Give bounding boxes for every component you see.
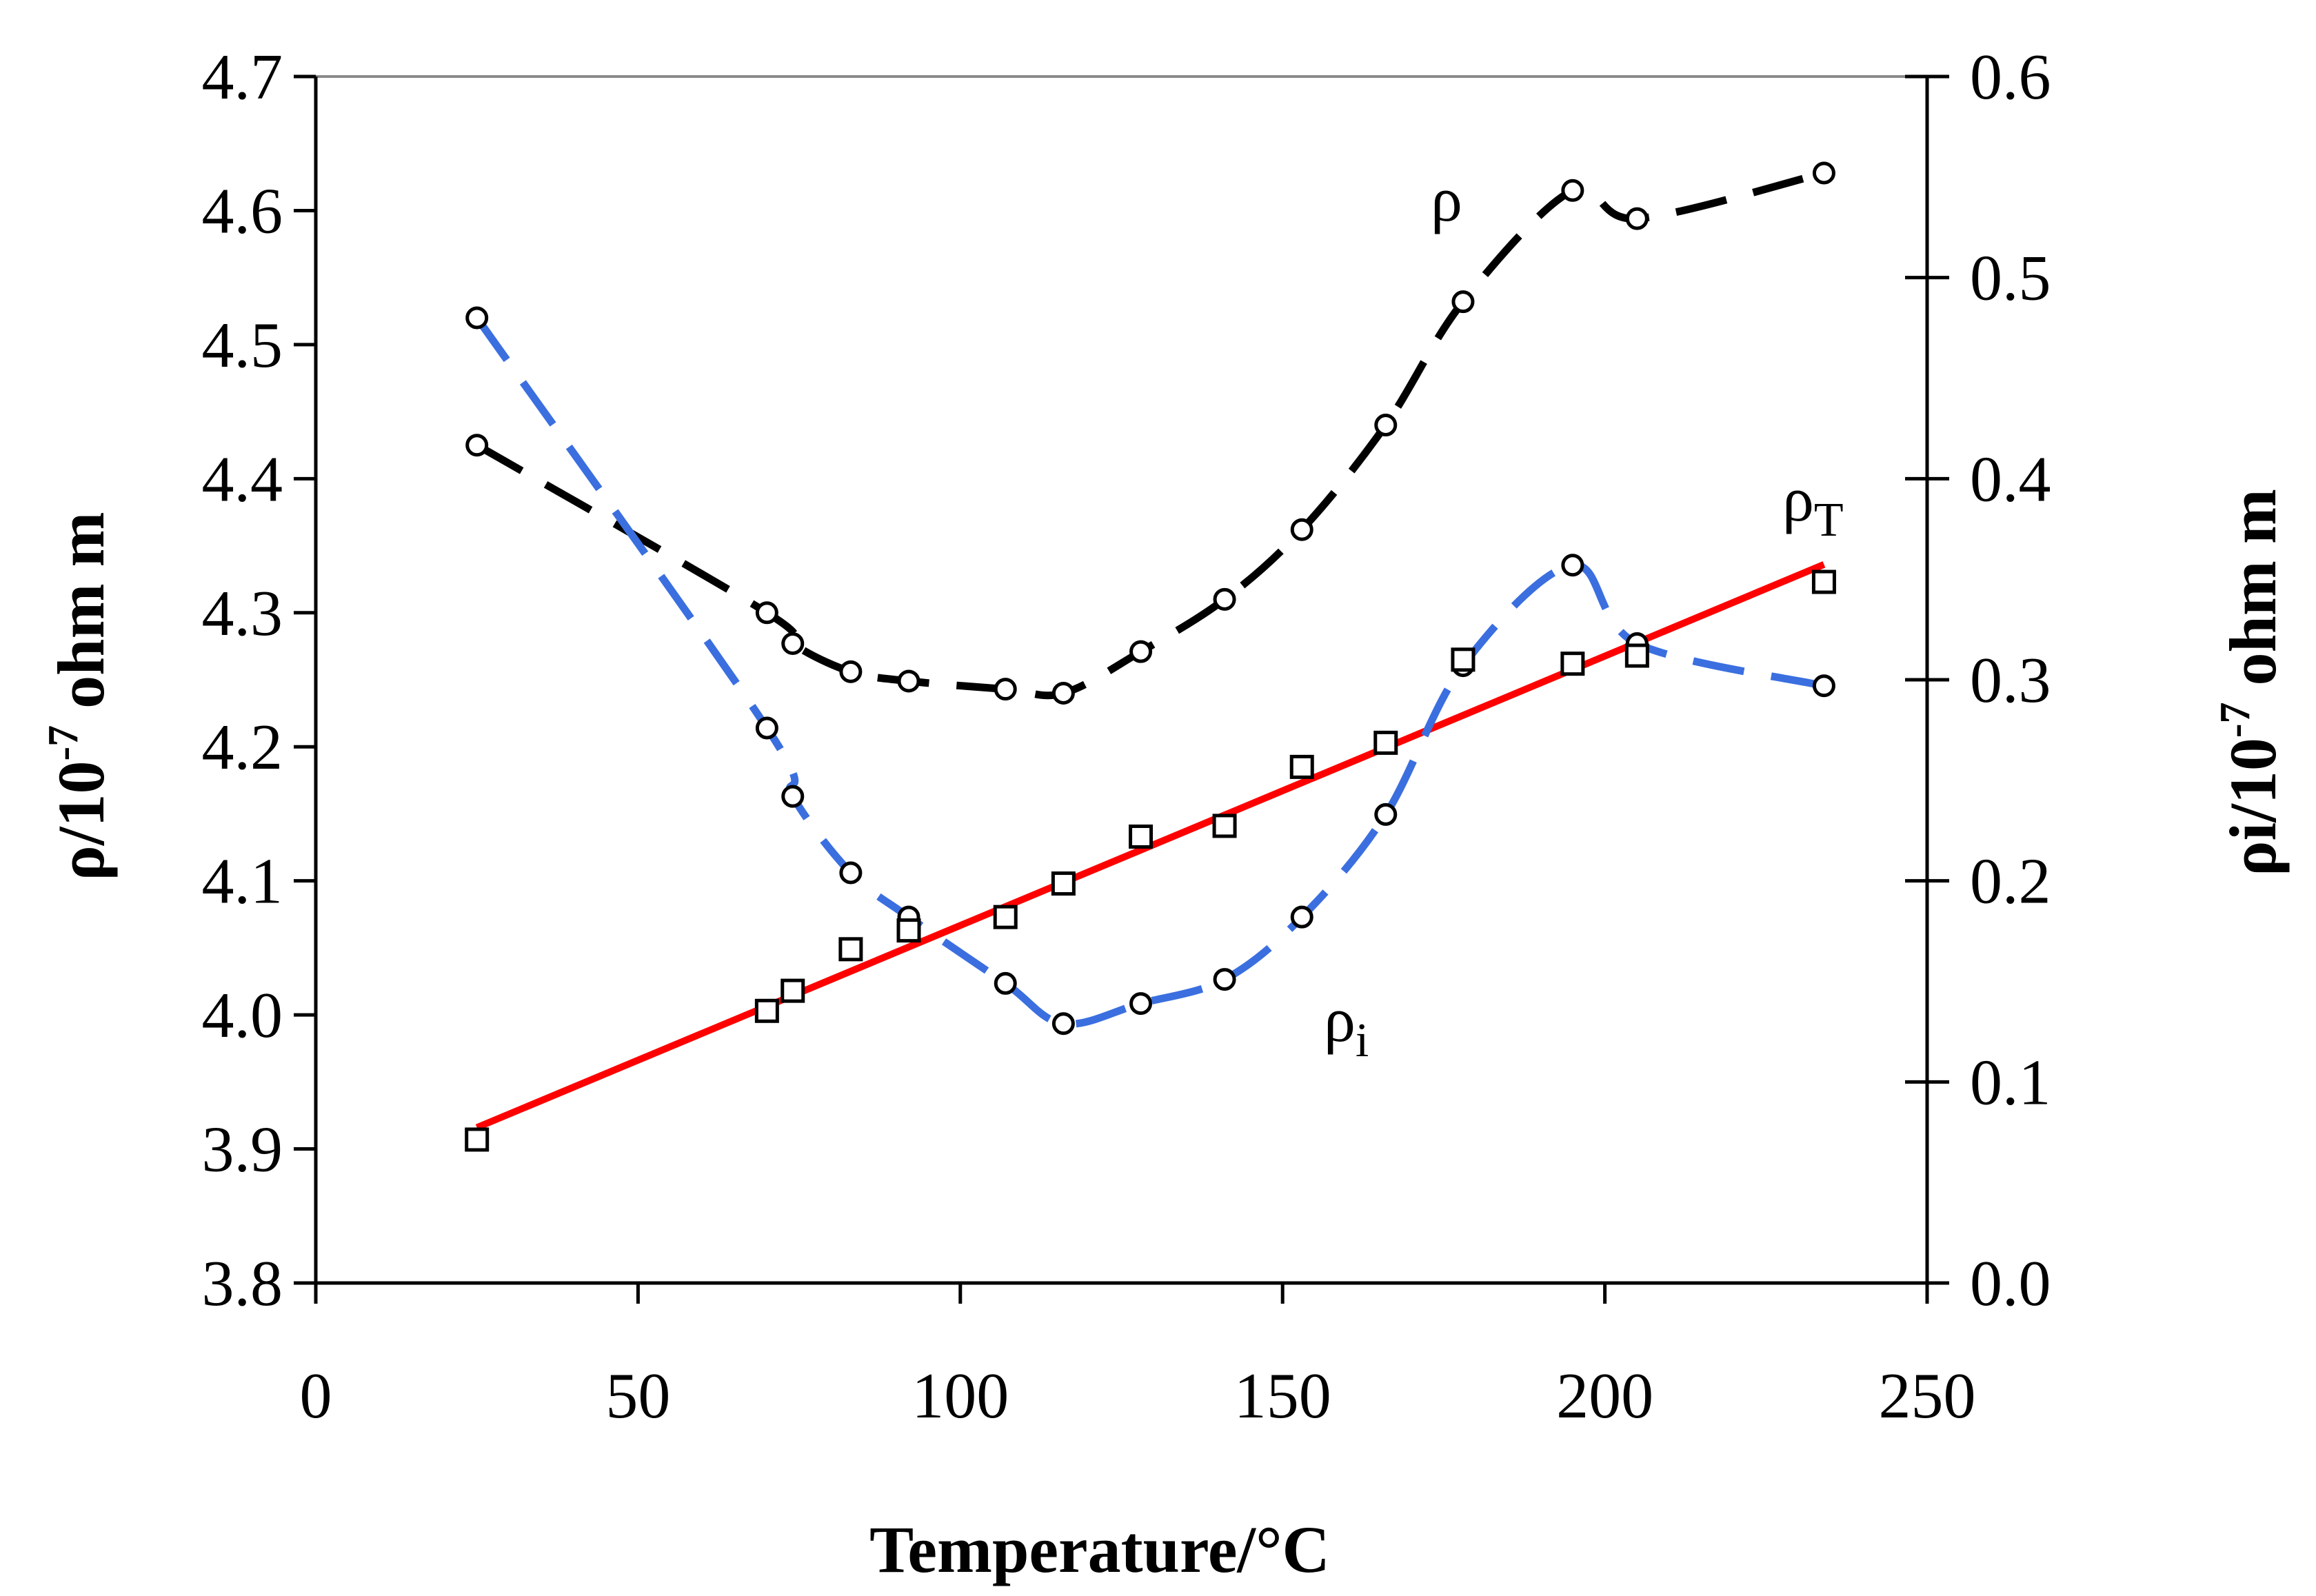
y-right-tick-label: 0.2 xyxy=(1970,846,2051,918)
y-left-tick-label: 4.1 xyxy=(202,846,283,918)
y-left-tick-label: 4.4 xyxy=(202,443,283,515)
rho-point xyxy=(994,678,1017,701)
rho-point xyxy=(465,434,489,457)
rho-t-point xyxy=(1289,754,1314,779)
y-right-tick-label: 0.6 xyxy=(1970,41,2051,113)
rho-point xyxy=(839,660,863,683)
rho-t-label-subscript: T xyxy=(1814,494,1844,547)
rho-i-point xyxy=(1129,992,1153,1016)
rho-t-point xyxy=(465,1127,490,1152)
rho-series-label: ρ xyxy=(1431,164,1462,234)
y-left-tick-label: 3.9 xyxy=(202,1114,283,1186)
rho-i-point xyxy=(781,785,805,808)
rho-i-point xyxy=(1213,968,1236,991)
rho-point xyxy=(781,632,805,655)
rho-i-point xyxy=(755,716,778,740)
rho-i-label-main: ρ xyxy=(1324,984,1356,1055)
x-tick-label: 100 xyxy=(912,1360,1009,1432)
rho-t-point xyxy=(781,978,805,1003)
rho-t-point xyxy=(1373,730,1398,755)
rho-point xyxy=(1451,290,1475,314)
y-left-title-main: ρ/10 xyxy=(44,760,118,880)
rho-point xyxy=(1051,681,1075,705)
axes xyxy=(294,74,1949,1304)
rho-i-point xyxy=(1290,905,1313,929)
series-layer xyxy=(474,169,1825,1028)
rho-point xyxy=(1812,161,1835,185)
x-tick-label: 150 xyxy=(1234,1360,1331,1432)
rho-point xyxy=(1129,640,1153,663)
marker-layer xyxy=(465,161,1836,1152)
rho-i-point xyxy=(1374,802,1398,826)
tick-labels: 0 50 100 150 200 250 3.8 3.9 4.0 4.1 4.2 4.3 4.4 4.5 4… xyxy=(202,41,2051,1432)
y-left-tick-label: 4.3 xyxy=(202,578,283,649)
y-right-title-main: ρi/10 xyxy=(2216,738,2290,876)
rho-t-point xyxy=(1129,825,1154,849)
rho-series-line xyxy=(474,169,1825,700)
y-left-tick-label: 4.6 xyxy=(202,175,283,247)
rho-t-point xyxy=(1560,651,1585,676)
rho-point xyxy=(1213,587,1236,611)
rho-t-point xyxy=(754,998,779,1023)
rho-i-point xyxy=(465,306,489,330)
rho-i-series-line xyxy=(474,315,1825,1028)
rho-point xyxy=(755,601,778,625)
rho-t-point xyxy=(1624,643,1649,668)
rho-i-point xyxy=(994,971,1017,995)
y-right-tick-label: 0.0 xyxy=(1970,1248,2051,1320)
rho-i-point xyxy=(1812,674,1835,698)
rho-t-label-main: ρ xyxy=(1782,464,1814,534)
rho-t-point xyxy=(896,918,921,943)
y-left-tick-label: 4.0 xyxy=(202,980,283,1051)
y-left-title-unit: ohm m xyxy=(44,512,118,725)
y-right-tick-label: 0.5 xyxy=(1970,243,2051,314)
x-tick-label: 50 xyxy=(605,1360,670,1432)
rho-i-point xyxy=(1051,1012,1075,1036)
y-right-title-exponent: -7 xyxy=(2212,702,2259,738)
y-right-axis-title: ρi/10-7 ohm m xyxy=(2212,489,2290,876)
rho-i-point xyxy=(839,861,863,885)
rho-t-point xyxy=(1811,569,1836,594)
y-right-title-unit: ohm m xyxy=(2216,489,2290,702)
y-left-tick-label: 4.7 xyxy=(202,41,283,113)
rho-t-point xyxy=(838,937,863,962)
rho-label-main: ρ xyxy=(1431,164,1462,234)
rho-point xyxy=(897,669,920,693)
y-left-tick-label: 4.2 xyxy=(202,711,283,783)
y-left-tick-label: 3.8 xyxy=(202,1248,283,1320)
rho-i-label-subscript: i xyxy=(1356,1014,1369,1067)
rho-point xyxy=(1625,207,1649,230)
rho-i-point xyxy=(1561,554,1584,577)
x-axis-title: Temperature/°C xyxy=(869,1513,1330,1586)
rho-t-point xyxy=(1051,871,1076,896)
y-right-tick-label: 0.3 xyxy=(1970,645,2051,716)
y-left-axis-title: ρ/10-7 ohm m xyxy=(40,512,118,880)
y-left-tick-label: 4.5 xyxy=(202,310,283,381)
rho-point xyxy=(1290,518,1313,541)
rho-t-point xyxy=(1212,814,1237,838)
y-right-tick-label: 0.1 xyxy=(1970,1047,2051,1118)
rho-point xyxy=(1374,414,1398,437)
x-tick-label: 0 xyxy=(300,1360,332,1432)
x-tick-label: 250 xyxy=(1879,1360,1976,1432)
rho-i-series-label: ρi xyxy=(1324,984,1369,1067)
rho-point xyxy=(1561,179,1584,202)
y-right-tick-label: 0.4 xyxy=(1970,443,2051,515)
x-tick-label: 200 xyxy=(1556,1360,1653,1432)
rho-t-point xyxy=(993,905,1018,929)
rho-t-series-label: ρT xyxy=(1782,464,1844,547)
y-left-title-exponent: -7 xyxy=(40,725,87,761)
rho-t-point xyxy=(1451,647,1476,672)
